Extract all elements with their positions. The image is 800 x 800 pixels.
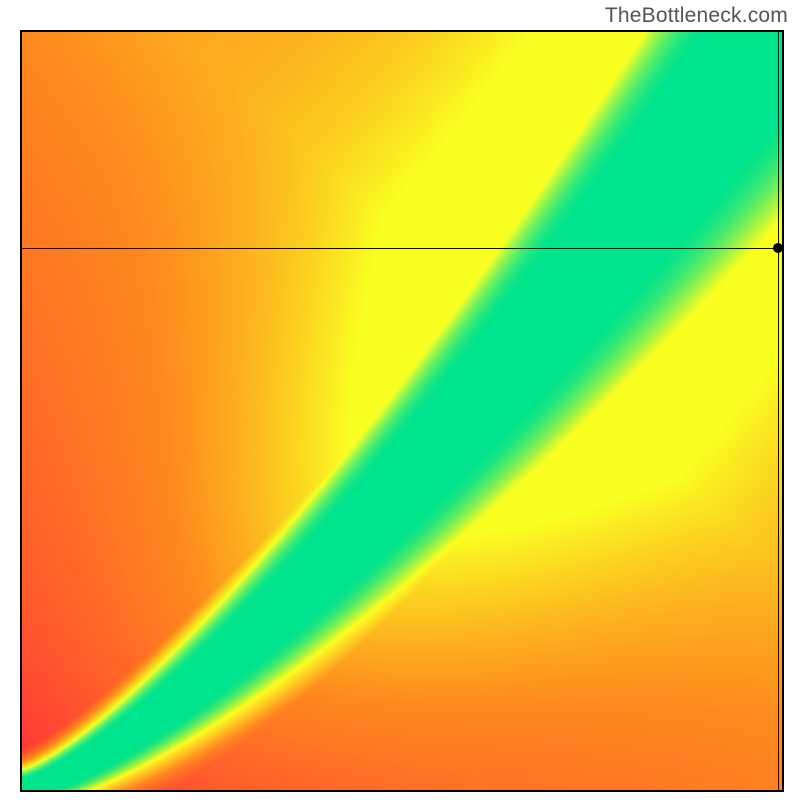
crosshair-marker xyxy=(773,243,783,253)
heatmap-canvas xyxy=(22,32,782,790)
plot-frame xyxy=(20,30,784,792)
crosshair-vertical xyxy=(778,30,779,792)
chart-container: TheBottleneck.com xyxy=(0,0,800,800)
watermark-text: TheBottleneck.com xyxy=(605,4,788,28)
crosshair-horizontal xyxy=(20,248,784,249)
